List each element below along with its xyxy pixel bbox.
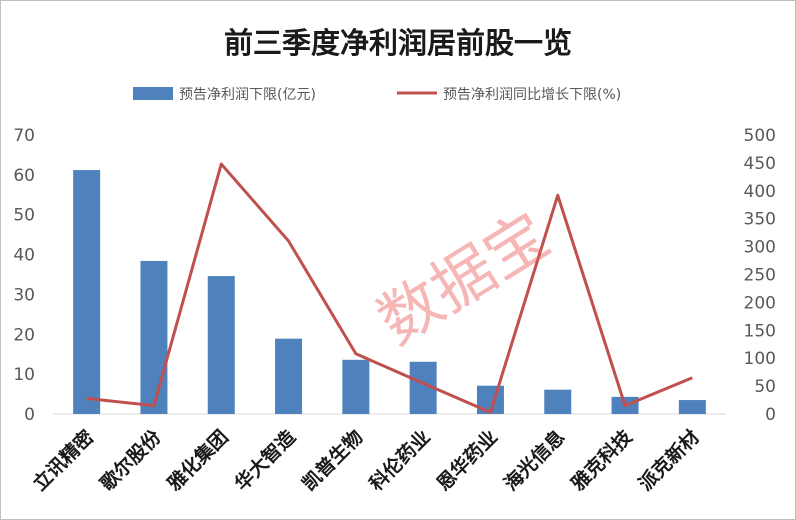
category-label: 派克新材: [634, 425, 704, 495]
y-axis-left: 0 10 20 30 40 50 60 70: [13, 126, 35, 425]
y-right-tick-label: 450: [744, 154, 776, 174]
y-right-tick-label: 200: [744, 293, 776, 313]
y-right-tick-label: 500: [744, 126, 776, 146]
y-left-tick-label: 30: [13, 285, 35, 305]
watermark: 数据宝: [365, 198, 561, 358]
y-right-tick-label: 0: [765, 405, 776, 425]
y-right-tick-label: 100: [744, 349, 776, 369]
legend-label-line: 预告净利润同比增长下限(%): [443, 87, 621, 103]
legend: 预告净利润下限(亿元) 预告净利润同比增长下限(%): [133, 87, 621, 103]
y-left-tick-label: 0: [24, 405, 35, 425]
y-axis-right: 0 50 100 150 200 250 300 350 400 450 500: [744, 126, 776, 425]
growth-line-series: [86, 162, 693, 414]
y-left-tick-label: 40: [13, 246, 35, 266]
y-left-tick-label: 20: [13, 325, 35, 345]
category-label: 海光信息: [499, 425, 569, 495]
category-label: 华大智造: [230, 425, 301, 496]
y-left-tick-label: 70: [13, 126, 35, 146]
y-right-tick-label: 300: [744, 238, 776, 258]
category-label: 恩华药业: [432, 425, 502, 495]
legend-label-bar: 预告净利润下限(亿元): [179, 87, 316, 103]
y-right-tick-label: 400: [744, 182, 776, 202]
bar: [275, 338, 303, 414]
y-right-tick-label: 350: [744, 210, 776, 230]
y-left-tick-label: 60: [13, 166, 35, 186]
category-label: 歌尔股份: [95, 425, 166, 496]
category-label: 雅克科技: [567, 425, 638, 496]
y-right-tick-label: 50: [754, 377, 776, 397]
y-left-tick-label: 10: [13, 365, 35, 385]
bar: [342, 359, 370, 414]
y-right-tick-label: 250: [744, 266, 776, 286]
y-right-tick-label: 150: [744, 321, 776, 341]
category-label: 立讯精密: [28, 425, 98, 495]
bar: [140, 260, 168, 414]
bar: [544, 389, 572, 414]
bar: [678, 400, 706, 414]
bar: [207, 276, 235, 414]
bar: [73, 170, 101, 414]
category-label: 科伦药业: [365, 425, 435, 495]
bar-series: [73, 170, 706, 414]
chart-title: 前三季度净利润居前股一览: [224, 26, 572, 60]
category-label: 雅化集团: [163, 425, 233, 495]
legend-swatch-bar: [133, 87, 173, 100]
y-left-tick-label: 50: [13, 206, 35, 226]
category-label: 凯普生物: [297, 425, 367, 495]
